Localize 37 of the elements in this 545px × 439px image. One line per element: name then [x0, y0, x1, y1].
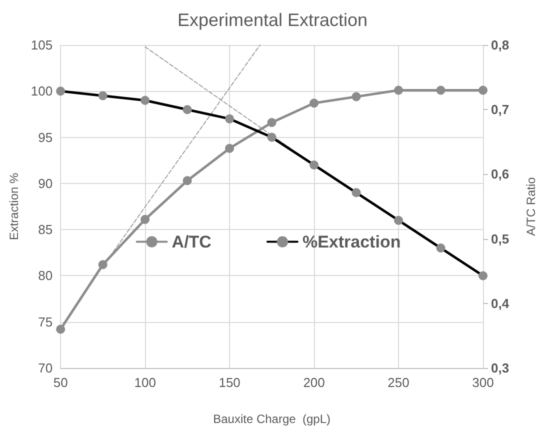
- y-tick-label: 85: [38, 222, 53, 238]
- point: [478, 86, 488, 95]
- legend-label: %Extraction: [302, 232, 401, 252]
- y-tick-label: 90: [38, 176, 53, 191]
- y2-tick-label: 0,4: [491, 296, 510, 311]
- x-tick-label: 250: [388, 375, 410, 390]
- point: [394, 86, 404, 95]
- x-tick-label: 50: [53, 375, 68, 390]
- point: [140, 214, 150, 224]
- x-tick-label: 300: [472, 375, 494, 390]
- x-axis-title: Bauxite Charge (gpL): [213, 412, 330, 426]
- y2-tick-label: 0,5: [491, 231, 510, 246]
- point: [310, 98, 319, 108]
- y2-tick-label: 0,7: [491, 102, 510, 118]
- y-tick-label: 95: [38, 130, 53, 145]
- y-tick-label: 75: [38, 314, 53, 330]
- y2-tick-label: 0,6: [491, 166, 510, 182]
- chart-title: Experimental Extraction: [177, 10, 368, 30]
- y-tick-label: 70: [38, 360, 53, 376]
- point: [436, 86, 446, 95]
- y2-tick-label: 0,3: [491, 360, 510, 376]
- y-tick-label: 80: [38, 268, 53, 284]
- point: [56, 324, 66, 334]
- point: [182, 176, 192, 186]
- x-tick-label: 200: [303, 375, 325, 390]
- legend-label: A/TC: [172, 232, 212, 252]
- point: [352, 92, 361, 102]
- x-tick-label: 100: [134, 375, 156, 390]
- point: [267, 118, 276, 128]
- point: [98, 260, 108, 270]
- x-tick-label: 150: [218, 375, 240, 390]
- y-tick-label: 105: [30, 38, 53, 52]
- point: [225, 144, 234, 153]
- y-tick-label: 100: [30, 84, 53, 99]
- y-axis-title: Extraction %: [7, 172, 21, 240]
- y2-tick-label: 0,8: [491, 38, 510, 52]
- y2-axis-title: A/TC Ratio: [524, 176, 538, 236]
